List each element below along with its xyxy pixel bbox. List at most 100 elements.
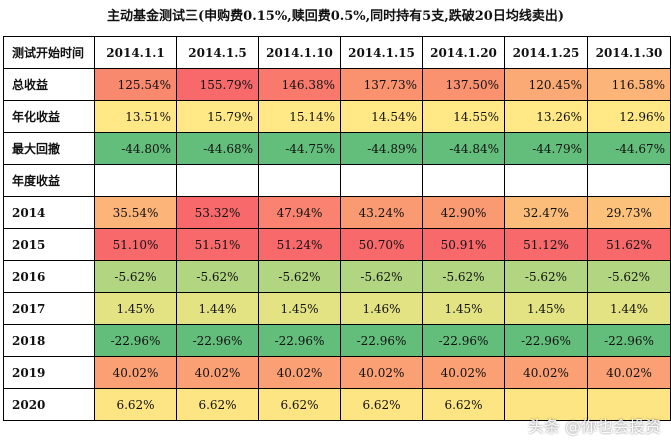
- table-cell: -44.89%: [340, 132, 423, 165]
- table-row: 2015 51.10% 51.51% 51.24% 50.70% 50.91% 51.12%…: [3, 228, 671, 261]
- table-cell: 1.45%: [258, 292, 341, 325]
- table-cell: 13.26%: [504, 100, 588, 133]
- row-label: 年度收益: [3, 164, 95, 197]
- column-header: 2014.1.20: [422, 36, 505, 69]
- table-cell: -44.79%: [504, 132, 588, 165]
- table-cell: 6.62%: [176, 388, 259, 421]
- table-cell: [258, 164, 341, 197]
- table-cell: 6.62%: [340, 388, 423, 421]
- table-cell: -5.62%: [176, 260, 259, 293]
- table-cell: 137.73%: [340, 68, 423, 101]
- table-row: 2020 6.62% 6.62% 6.62% 6.62% 6.62%: [3, 388, 671, 421]
- table-row: 2017 1.45% 1.44% 1.45% 1.46% 1.45% 1.45% 1.44%: [3, 292, 671, 325]
- table-cell: -22.96%: [422, 324, 505, 357]
- table-cell: 51.10%: [94, 228, 177, 261]
- table-cell: 6.62%: [422, 388, 505, 421]
- table-cell: 1.45%: [422, 292, 505, 325]
- header-row: 测试开始时间 2014.1.1 2014.1.5 2014.1.10 2014.…: [3, 36, 671, 69]
- table-cell: 40.02%: [94, 356, 177, 389]
- table-cell: 51.51%: [176, 228, 259, 261]
- table-cell: 40.02%: [587, 356, 671, 389]
- table-row: 2014 35.54% 53.32% 47.94% 43.24% 42.90% 32.47%…: [3, 196, 671, 229]
- table-cell: 1.46%: [340, 292, 423, 325]
- table-cell: 40.02%: [176, 356, 259, 389]
- table-cell: 40.02%: [340, 356, 423, 389]
- table-cell: [587, 388, 671, 421]
- table-row: 2019 40.02% 40.02% 40.02% 40.02% 40.02% 40.02%…: [3, 356, 671, 389]
- table-cell: 137.50%: [422, 68, 505, 101]
- table-cell: 1.45%: [504, 292, 588, 325]
- table-row: 年度收益: [3, 164, 671, 197]
- table-cell: 50.70%: [340, 228, 423, 261]
- table-cell: -22.96%: [504, 324, 588, 357]
- table-cell: 29.73%: [587, 196, 671, 229]
- table-cell: [340, 164, 423, 197]
- table-cell: -44.84%: [422, 132, 505, 165]
- row-label: 年化收益: [3, 100, 95, 133]
- table-cell: [587, 164, 671, 197]
- table-cell: -5.62%: [340, 260, 423, 293]
- table-cell: -5.62%: [504, 260, 588, 293]
- row-label: 2014: [3, 196, 95, 229]
- table-cell: 47.94%: [258, 196, 341, 229]
- table-cell: -22.96%: [258, 324, 341, 357]
- table-cell: -5.62%: [94, 260, 177, 293]
- table-cell: 53.32%: [176, 196, 259, 229]
- table-cell: [94, 164, 177, 197]
- table-cell: 6.62%: [94, 388, 177, 421]
- table-cell: 116.58%: [587, 68, 671, 101]
- table-cell: 155.79%: [176, 68, 259, 101]
- column-header: 2014.1.30: [587, 36, 671, 69]
- table-cell: 51.24%: [258, 228, 341, 261]
- column-header: 2014.1.10: [258, 36, 341, 69]
- table-cell: -22.96%: [587, 324, 671, 357]
- table-row: 年化收益 13.51% 15.79% 15.14% 14.54% 14.55% 13.26%…: [3, 100, 671, 133]
- table-cell: -44.68%: [176, 132, 259, 165]
- row-label: 2017: [3, 292, 95, 325]
- column-header: 2014.1.25: [504, 36, 588, 69]
- table-cell: 43.24%: [340, 196, 423, 229]
- row-label: 2018: [3, 324, 95, 357]
- table-cell: [176, 164, 259, 197]
- table-cell: 6.62%: [258, 388, 341, 421]
- table-cell: 15.14%: [258, 100, 341, 133]
- table-row: 总收益 125.54% 155.79% 146.38% 137.73% 137.50% 12…: [3, 68, 671, 101]
- row-label: 总收益: [3, 68, 95, 101]
- table-cell: -44.67%: [587, 132, 671, 165]
- table-cell: [504, 164, 588, 197]
- column-header: 2014.1.5: [176, 36, 259, 69]
- table-cell: -22.96%: [340, 324, 423, 357]
- table-cell: 50.91%: [422, 228, 505, 261]
- column-header: 2014.1.1: [94, 36, 177, 69]
- row-label: 最大回撤: [3, 132, 95, 165]
- table-cell: -22.96%: [176, 324, 259, 357]
- table-cell: 42.90%: [422, 196, 505, 229]
- table-cell: [504, 388, 588, 421]
- table-cell: 51.62%: [587, 228, 671, 261]
- table-cell: 12.96%: [587, 100, 671, 133]
- table-cell: 15.79%: [176, 100, 259, 133]
- table-cell: -22.96%: [94, 324, 177, 357]
- table-body: 总收益 125.54% 155.79% 146.38% 137.73% 137.50% 12…: [3, 68, 671, 421]
- table-cell: 35.54%: [94, 196, 177, 229]
- corner-header: 测试开始时间: [3, 36, 95, 69]
- row-label: 2015: [3, 228, 95, 261]
- table-cell: [422, 164, 505, 197]
- table-cell: 14.54%: [340, 100, 423, 133]
- watermark: 头条 @你也会投资: [527, 417, 661, 436]
- table-cell: 51.12%: [504, 228, 588, 261]
- results-table: 测试开始时间 2014.1.1 2014.1.5 2014.1.10 2014.…: [3, 36, 671, 421]
- table-cell: 1.44%: [587, 292, 671, 325]
- table-cell: 1.44%: [176, 292, 259, 325]
- table-row: 最大回撤 -44.80% -44.68% -44.75% -44.89% -44.84% -…: [3, 132, 671, 165]
- table-cell: 14.55%: [422, 100, 505, 133]
- table-title: 主动基金测试三(申购费0.15%,赎回费0.5%,同时持有5支,跌破20日均线卖…: [107, 9, 564, 24]
- table-cell: 1.45%: [94, 292, 177, 325]
- table-cell: -5.62%: [587, 260, 671, 293]
- table-row: 2018 -22.96% -22.96% -22.96% -22.96% -22.96% -…: [3, 324, 671, 357]
- table-cell: 40.02%: [422, 356, 505, 389]
- table-cell: 125.54%: [94, 68, 177, 101]
- table-cell: 146.38%: [258, 68, 341, 101]
- table-row: 2016 -5.62% -5.62% -5.62% -5.62% -5.62% -5.62%…: [3, 260, 671, 293]
- table-cell: -44.80%: [94, 132, 177, 165]
